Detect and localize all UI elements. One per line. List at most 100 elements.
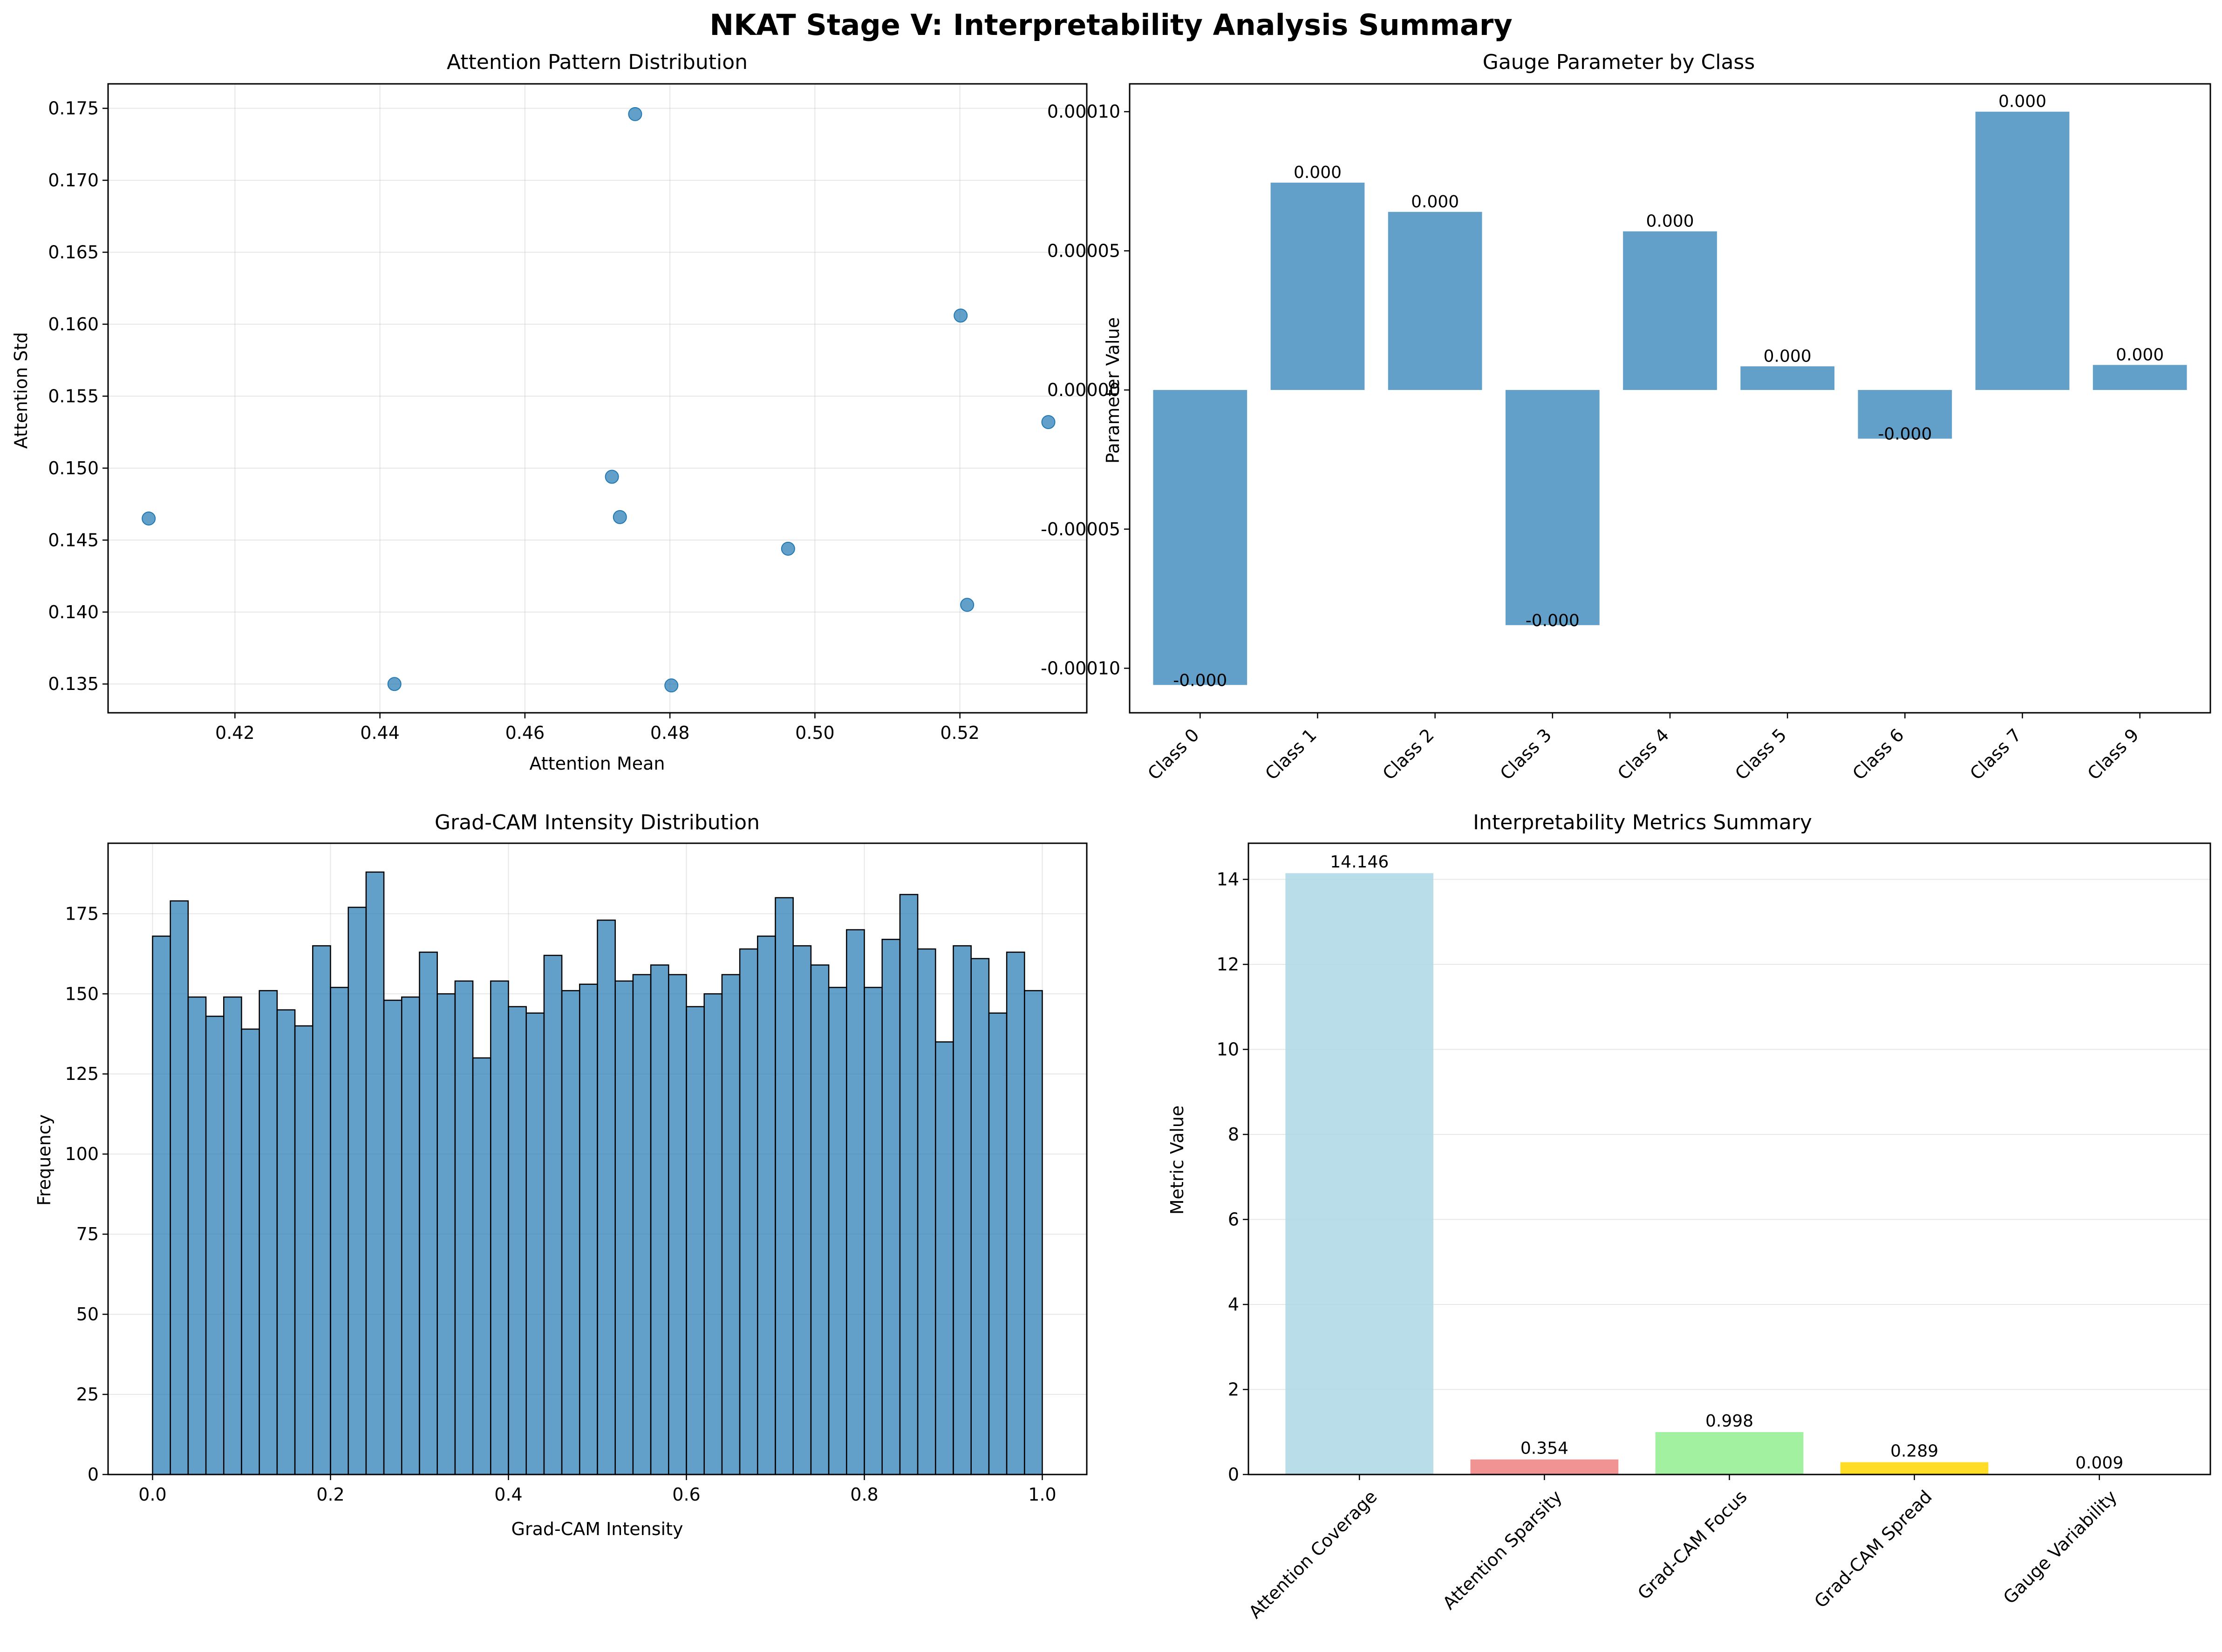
metrics-bar — [1840, 1462, 1989, 1475]
gauge-bar-label: -0.000 — [1526, 611, 1580, 630]
hist-bin — [721, 974, 741, 1475]
hist-bin — [864, 987, 883, 1475]
hist-ylabel: Frequency — [34, 1114, 55, 1206]
metrics-ytick-label: 12 — [1217, 954, 1239, 975]
metrics-bar-label: 0.354 — [1520, 1439, 1568, 1458]
hist-bin — [739, 948, 758, 1475]
scatter-point — [960, 598, 975, 612]
metrics-bar — [1285, 873, 1434, 1475]
hist-bin — [348, 907, 367, 1475]
gauge-ytick-label: 0.00010 — [1047, 102, 1120, 122]
gauge-ytick-label: -0.00005 — [1041, 519, 1120, 539]
hist-bin — [419, 951, 438, 1475]
metrics-ytick-label: 8 — [1228, 1124, 1239, 1145]
gauge-bar — [1740, 366, 1835, 390]
hist-bin — [170, 900, 189, 1475]
hist-title: Grad-CAM Intensity Distribution — [435, 811, 760, 834]
scatter-point — [142, 511, 156, 526]
hist-bin — [365, 871, 385, 1475]
gauge-xtick-label: Class 1 — [1261, 724, 1320, 784]
scatter-xtick-label: 0.50 — [795, 723, 835, 743]
figure-title: NKAT Stage V: Interpretability Analysis … — [709, 8, 1513, 42]
hist-bin — [917, 948, 936, 1475]
hist-bin — [810, 964, 830, 1475]
hist-bin — [953, 945, 972, 1475]
hist-bin — [828, 987, 847, 1475]
scatter-xtick-label: 0.42 — [215, 723, 255, 743]
metrics-bar-label: 0.998 — [1705, 1412, 1753, 1431]
hist-bin — [988, 1012, 1008, 1475]
gauge-bar-label: 0.000 — [1998, 92, 2046, 111]
gauge-title: Gauge Parameter by Class — [1483, 50, 1755, 74]
gauge-bar-label: 0.000 — [1764, 347, 1812, 366]
gauge-bar — [1270, 183, 1365, 390]
hist-bin — [1024, 990, 1043, 1475]
metrics-bar — [1470, 1459, 1619, 1475]
hist-xtick-label: 0.2 — [316, 1484, 344, 1505]
gauge-xtick-label: Class 4 — [1614, 724, 1673, 784]
hist-bin — [276, 1009, 296, 1475]
hist-bin — [703, 993, 723, 1475]
hist-bin — [312, 945, 331, 1475]
hist-bin — [241, 1028, 260, 1475]
metrics-xtick-label: Attention Sparsity — [1439, 1486, 1566, 1613]
hist-ytick-label: 25 — [76, 1384, 99, 1405]
hist-bin — [152, 935, 171, 1475]
hist-bin — [970, 958, 990, 1475]
hist-bin — [935, 1041, 954, 1475]
scatter-title: Attention Pattern Distribution — [447, 50, 748, 74]
scatter-ytick-label: 0.140 — [48, 602, 99, 622]
scatter-xlabel: Attention Mean — [530, 753, 665, 774]
hist-ytick-label: 175 — [65, 903, 99, 924]
metrics-xtick-label: Attention Coverage — [1245, 1486, 1381, 1622]
hist-xtick-label: 0.0 — [138, 1484, 166, 1505]
gauge-frame — [1129, 83, 2211, 714]
gauge-bar-label: 0.000 — [1294, 163, 1342, 182]
hist-xtick-label: 0.8 — [850, 1484, 878, 1505]
hist-xlabel: Grad-CAM Intensity — [511, 1519, 683, 1539]
hist-ytick-label: 150 — [65, 983, 99, 1004]
scatter-ytick-label: 0.155 — [48, 386, 99, 406]
hist-bin — [205, 1016, 225, 1475]
gauge-bar — [1858, 390, 1952, 439]
gauge-ytick-label: -0.00010 — [1041, 658, 1120, 678]
gauge-xtick-label: Class 5 — [1731, 724, 1790, 784]
scatter-xtick-label: 0.48 — [650, 723, 690, 743]
hist-bin — [650, 964, 669, 1475]
hist-bin — [383, 999, 402, 1475]
gauge-bar-label: 0.000 — [1411, 192, 1459, 212]
metrics-ytick-label: 0 — [1228, 1464, 1239, 1485]
gauge-xtick-label: Class 7 — [1966, 724, 2025, 784]
hist-bin — [579, 983, 598, 1475]
scatter-point — [954, 308, 968, 323]
metrics-ytick-label: 2 — [1228, 1379, 1239, 1400]
gauge-bar-label: 0.000 — [2116, 345, 2164, 364]
hist-panel: Grad-CAM Intensity Distribution Grad-CAM… — [34, 811, 1088, 1539]
gauge-ytick-label: 0.00005 — [1047, 240, 1120, 261]
hist-xtick-label: 0.4 — [494, 1484, 522, 1505]
hist-bin — [632, 974, 652, 1475]
metrics-panel: Interpretability Metrics Summary Metric … — [1167, 811, 2211, 1623]
hist-bin — [597, 919, 616, 1475]
hist-ytick-label: 50 — [76, 1304, 99, 1324]
gauge-bar — [2092, 365, 2187, 390]
metrics-ytick-label: 10 — [1217, 1039, 1239, 1060]
gauge-bar — [1388, 212, 1482, 390]
scatter-point — [613, 510, 627, 524]
hist-bin — [614, 980, 634, 1475]
hist-bin — [490, 980, 509, 1475]
scatter-point — [605, 470, 619, 484]
hist-bin — [259, 990, 278, 1475]
hist-bin — [223, 996, 242, 1475]
scatter-ytick-label: 0.165 — [48, 242, 99, 262]
metrics-bar-label: 0.289 — [1890, 1442, 1938, 1461]
gauge-ylabel: Parameter Value — [1103, 317, 1123, 464]
gauge-xtick-label: Class 0 — [1144, 724, 1203, 784]
gauge-xtick-label: Class 3 — [1496, 724, 1555, 784]
metrics-bar-label: 0.009 — [2075, 1454, 2123, 1473]
metrics-xtick-label: Grad-CAM Spread — [1810, 1486, 1936, 1612]
gauge-xtick-label: Class 2 — [1379, 724, 1438, 784]
scatter-point — [628, 107, 642, 121]
